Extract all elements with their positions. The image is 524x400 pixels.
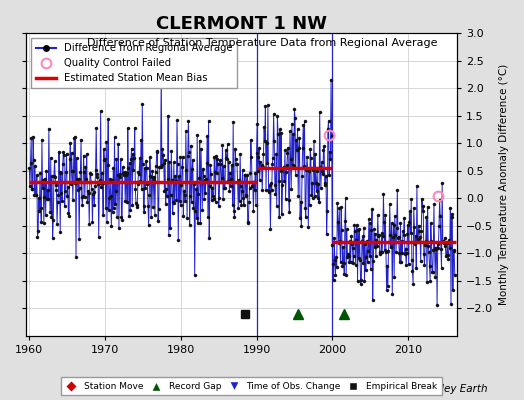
- Legend: Difference from Regional Average, Quality Control Failed, Estimated Station Mean: Difference from Regional Average, Qualit…: [30, 38, 237, 88]
- Y-axis label: Monthly Temperature Anomaly Difference (°C): Monthly Temperature Anomaly Difference (…: [499, 64, 509, 305]
- Title: CLERMONT 1 NW: CLERMONT 1 NW: [156, 15, 327, 33]
- Text: Berkeley Earth: Berkeley Earth: [411, 384, 487, 394]
- Text: Difference of Station Temperature Data from Regional Average: Difference of Station Temperature Data f…: [87, 38, 437, 48]
- Legend: Station Move, Record Gap, Time of Obs. Change, Empirical Break: Station Move, Record Gap, Time of Obs. C…: [61, 378, 442, 396]
